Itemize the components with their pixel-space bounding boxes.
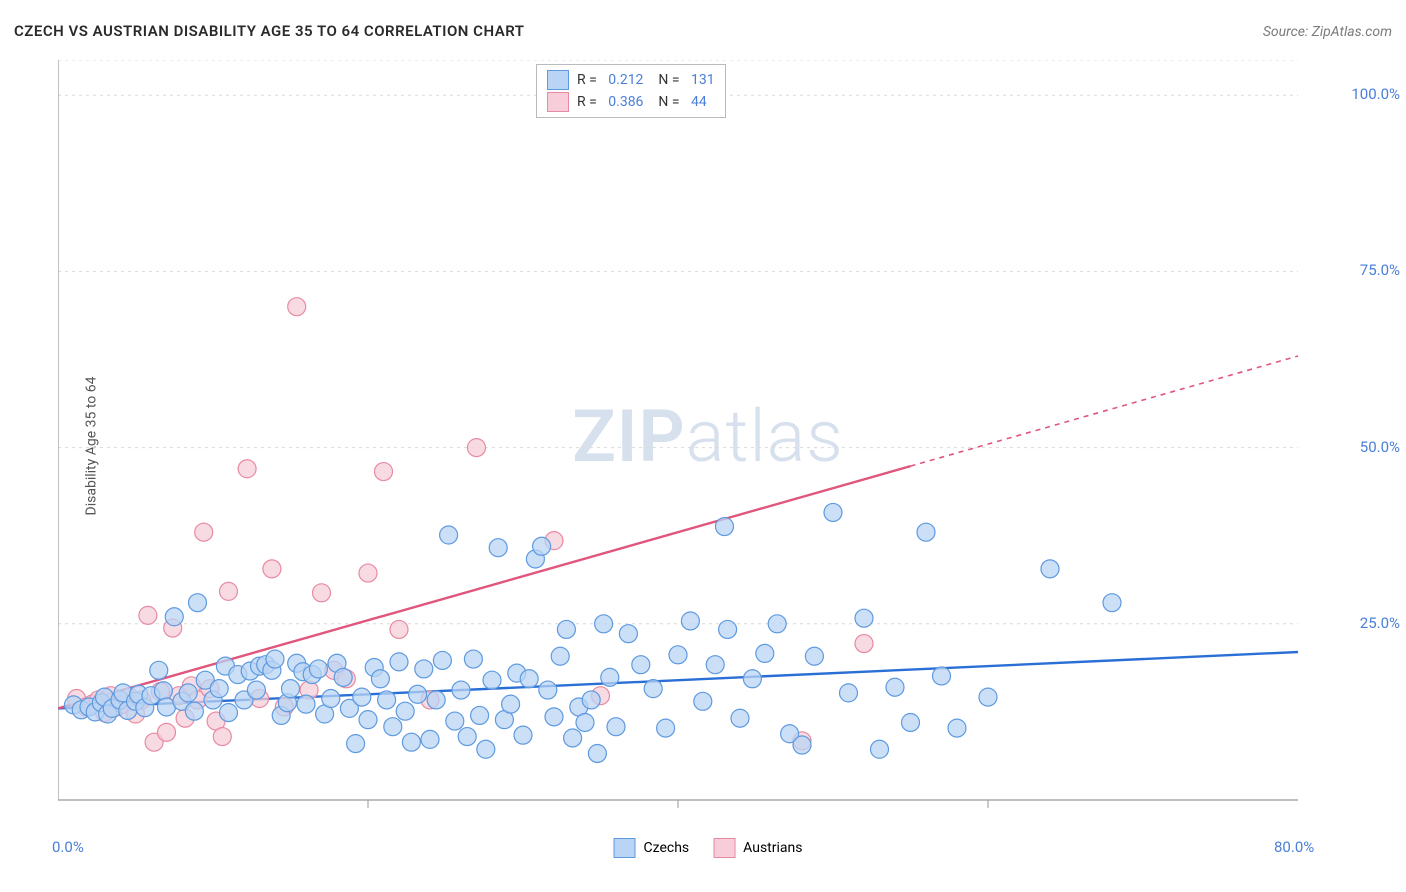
y-tick-label: 100.0% — [1351, 85, 1400, 103]
chart-title: CZECH VS AUSTRIAN DISABILITY AGE 35 TO 6… — [14, 22, 525, 40]
series-legend: CzechsAustrians — [614, 838, 803, 858]
y-tick-label: 75.0% — [1360, 261, 1400, 279]
scatter-plot: ZIPatlas 25.0%50.0%75.0%100.0%0.0%80.0%R… — [58, 60, 1358, 830]
x-tick-label: 0.0% — [52, 838, 84, 856]
correlation-legend: R = 0.212 N = 131R = 0.386 N = 44 — [536, 64, 726, 118]
x-tick-label: 80.0% — [1274, 838, 1314, 856]
y-tick-label: 50.0% — [1360, 438, 1400, 456]
source-label: Source: ZipAtlas.com — [1263, 24, 1392, 40]
y-tick-label: 25.0% — [1360, 614, 1400, 632]
